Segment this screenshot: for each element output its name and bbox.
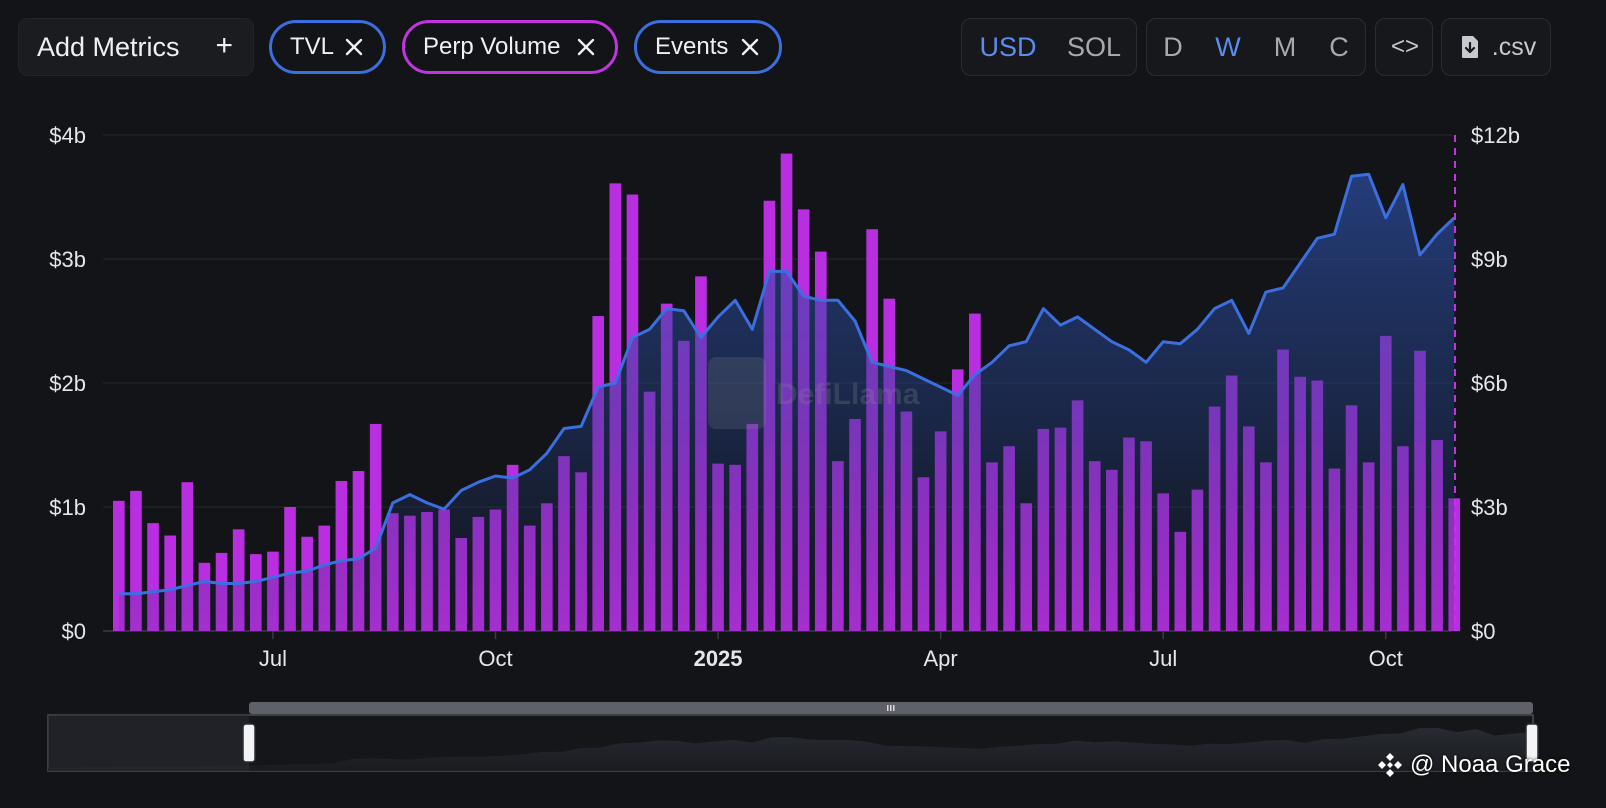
currency-option-usd[interactable]: USD bbox=[979, 32, 1037, 62]
currency-option-sol[interactable]: SOL bbox=[1066, 32, 1122, 62]
tvl-area-fill bbox=[118, 174, 1455, 632]
perp-volume-bar[interactable] bbox=[130, 490, 142, 631]
left-axis-tick-label: $2b bbox=[49, 371, 86, 396]
close-icon[interactable] bbox=[341, 34, 367, 60]
x-axis: Jul Oct 2025 Apr Jul Oct bbox=[259, 631, 1403, 671]
interval-option-daily[interactable]: D bbox=[1163, 32, 1183, 62]
perp-volume-bar[interactable] bbox=[335, 480, 348, 631]
credit-text: @ Noaa Grace bbox=[1410, 751, 1571, 778]
time-range-navigator[interactable] bbox=[47, 702, 1539, 772]
credit-watermark: @ Noaa Grace bbox=[1376, 748, 1570, 782]
close-icon[interactable] bbox=[737, 34, 763, 60]
llama-logo-icon bbox=[708, 357, 766, 429]
left-y-axis: $0 $1b $2b $3b $4b bbox=[49, 123, 86, 644]
navigator-handle-left[interactable] bbox=[242, 723, 256, 763]
left-axis-tick-label: $3b bbox=[49, 247, 86, 272]
watermark: DefiLlama bbox=[708, 357, 920, 429]
perp-volume-bar[interactable] bbox=[181, 482, 194, 631]
add-metrics-label: Add Metrics bbox=[37, 31, 180, 62]
metric-chip-label: Events bbox=[655, 33, 729, 60]
x-axis-tick-label: Oct bbox=[478, 646, 512, 671]
right-y-axis: $0 $3b $6b $9b $12b bbox=[1471, 123, 1520, 644]
interval-option-monthly[interactable]: M bbox=[1273, 32, 1297, 62]
navigator-handle-right[interactable] bbox=[1525, 723, 1539, 763]
right-axis-tick-label: $9b bbox=[1471, 247, 1508, 272]
navigator-unselected-region bbox=[48, 715, 249, 771]
navigator-preview-area bbox=[48, 728, 1533, 771]
watermark-text: DefiLlama bbox=[776, 378, 920, 411]
tvl-area bbox=[118, 174, 1455, 632]
perp-volume-bar[interactable] bbox=[232, 529, 245, 631]
code-icon: <> bbox=[1390, 33, 1420, 60]
interval-option-cumulative[interactable]: C bbox=[1329, 32, 1349, 62]
perp-volume-bar[interactable] bbox=[352, 471, 365, 631]
csv-label: .csv bbox=[1491, 33, 1537, 61]
right-axis-tick-label: $3b bbox=[1471, 495, 1508, 520]
left-axis-tick-label: $1b bbox=[49, 495, 86, 520]
left-axis-tick-label: $0 bbox=[62, 619, 86, 644]
x-axis-tick-label: Jul bbox=[259, 646, 287, 671]
perp-volume-bar[interactable] bbox=[164, 535, 176, 631]
tvl-line bbox=[118, 172, 1456, 596]
left-axis-tick-label: $4b bbox=[49, 123, 86, 148]
right-axis-tick-label: $6b bbox=[1471, 371, 1508, 396]
metric-chip-label: Perp Volume bbox=[423, 33, 561, 60]
x-axis-tick-label: Jul bbox=[1149, 646, 1177, 671]
metric-chip-label: TVL bbox=[290, 33, 335, 60]
binance-logo-icon bbox=[1378, 753, 1402, 777]
metric-chip-events[interactable]: Events bbox=[634, 20, 782, 74]
interval-option-weekly[interactable]: W bbox=[1215, 32, 1241, 62]
csv-download-button[interactable]: .csv bbox=[1441, 18, 1551, 76]
perp-volume-bar[interactable] bbox=[113, 500, 125, 631]
metric-chip-perp-volume[interactable]: Perp Volume bbox=[402, 20, 618, 74]
tvl-line-path[interactable] bbox=[118, 172, 1456, 596]
close-icon[interactable] bbox=[573, 34, 599, 60]
currency-toggle: USD SOL bbox=[961, 18, 1137, 76]
perp-volume-bar[interactable] bbox=[147, 523, 159, 631]
metric-chip-tvl[interactable]: TVL bbox=[269, 20, 386, 74]
chart-toolbar: Add Metrics + TVL Perp Volume Events USD… bbox=[0, 0, 1606, 96]
scrollbar-grip-icon bbox=[887, 705, 895, 711]
download-icon bbox=[1462, 36, 1478, 58]
x-axis-tick-label: Apr bbox=[924, 646, 958, 671]
perp-volume-bar[interactable] bbox=[369, 423, 382, 631]
perp-volume-bar[interactable] bbox=[284, 507, 296, 631]
plus-icon: + bbox=[215, 29, 233, 62]
right-axis-tick-label: $12b bbox=[1471, 123, 1520, 148]
right-axis-tick-label: $0 bbox=[1471, 619, 1495, 644]
x-axis-tick-label: Oct bbox=[1369, 646, 1403, 671]
x-axis-tick-label: 2025 bbox=[694, 646, 743, 671]
interval-toggle: D W M C bbox=[1146, 18, 1366, 76]
embed-button[interactable]: <> bbox=[1375, 18, 1433, 76]
add-metrics-button[interactable]: Add Metrics + bbox=[18, 18, 254, 76]
